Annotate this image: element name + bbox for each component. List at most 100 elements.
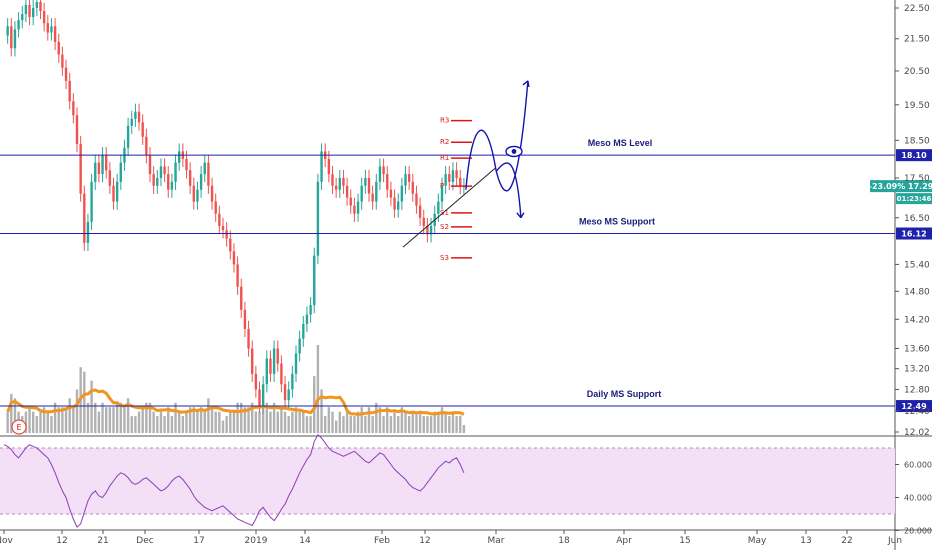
volume-bar <box>170 416 174 433</box>
level-price-tag-text: 18.10 <box>901 151 927 160</box>
candle-body <box>338 177 341 190</box>
volume-bar <box>57 407 60 433</box>
volume-bar <box>152 411 155 433</box>
volume-bar <box>232 411 236 433</box>
candle-body <box>243 309 247 329</box>
price-tick-label: 13.20 <box>904 365 930 375</box>
volume-bar <box>174 402 177 433</box>
candle-body <box>400 185 404 202</box>
candle-body <box>316 181 320 256</box>
candle-body <box>61 54 64 68</box>
volume-bar <box>167 407 170 433</box>
volume-bar <box>240 402 243 433</box>
rsi-tick-label: 60.0000 <box>904 461 932 470</box>
projection-down-arrow-icon <box>516 212 525 219</box>
price-tick-label: 14.80 <box>904 287 930 297</box>
candle-body <box>360 185 363 202</box>
volume-bar <box>451 411 455 433</box>
volume-bar <box>342 416 345 433</box>
volume-bar <box>455 416 458 433</box>
time-tick-label: Dec <box>136 536 153 546</box>
candle-body <box>232 251 236 265</box>
last-price-tag-text: -23.09% 17.29 <box>869 182 932 191</box>
candle-body <box>83 193 86 243</box>
candle-body <box>426 226 429 235</box>
volume-bar <box>269 411 272 433</box>
candle-body <box>283 384 287 401</box>
volume-bar <box>39 411 42 433</box>
volume-bar <box>61 407 64 433</box>
volume-bar <box>207 398 210 433</box>
projection-up-arrow-icon <box>522 80 530 88</box>
time-axis[interactable]: Nov 12 21 Dec 17 2019 14 Feb 12 Mar 18 Apr 15 May 13 22… <box>0 530 902 546</box>
volume-bar <box>185 411 188 433</box>
last-price-tag <box>870 180 932 193</box>
candle-body <box>313 255 316 306</box>
level-label: Meso MS Support <box>579 217 655 227</box>
candle-body <box>418 205 422 218</box>
volume-bar <box>426 416 429 433</box>
volume-bar <box>331 411 334 433</box>
candle-body <box>17 20 20 30</box>
candle-body <box>105 155 108 171</box>
candle-body <box>39 2 42 12</box>
volume-bar <box>35 416 39 433</box>
rsi-line <box>3 434 465 529</box>
candle-body <box>261 384 265 406</box>
volume-bar <box>28 407 31 433</box>
volume-bar <box>192 407 195 433</box>
candle-body <box>64 67 68 81</box>
volume-bar <box>444 411 447 433</box>
candle-body <box>218 213 221 227</box>
candle-body <box>291 373 294 390</box>
candle-body <box>331 174 334 186</box>
candle-body <box>185 158 188 171</box>
volume-bar <box>338 411 341 433</box>
volume-bar <box>123 407 126 433</box>
volume-bar <box>42 407 46 433</box>
volume-bar <box>247 407 250 433</box>
candle-body <box>429 226 433 235</box>
candle-body <box>174 162 177 182</box>
candle-body <box>46 23 49 33</box>
rsi-band <box>0 448 895 514</box>
candle-body <box>210 185 214 202</box>
candle-body <box>86 221 90 243</box>
price-axis[interactable]: 22.50 21.50 20.50 19.50 18.50 17.50 16.50 15.40… <box>895 4 930 438</box>
volume-bar <box>345 411 349 433</box>
volume-bar <box>90 380 93 433</box>
volume-bar <box>298 411 301 433</box>
volume-bar <box>32 411 35 433</box>
price-tick-label: 12.02 <box>904 428 930 438</box>
price-tick-label: 17.50 <box>904 174 930 184</box>
levels-layer: Meso MS Level 18.10 Meso MS Support 16.12 Da… <box>0 138 932 413</box>
volume-bar <box>112 407 115 433</box>
candle-body <box>207 162 210 186</box>
time-tick-label: 18 <box>558 536 570 546</box>
candle-body <box>53 26 57 42</box>
volume-bar <box>163 416 166 433</box>
candle-body <box>455 170 458 178</box>
volume-bar <box>280 407 283 433</box>
candle-body <box>265 358 268 385</box>
pivot-label: S3 <box>440 254 449 262</box>
volume-bar <box>68 398 71 433</box>
projection-down-path <box>495 162 522 218</box>
candle-body <box>75 115 79 145</box>
candle-body <box>353 205 356 214</box>
volume-bar <box>324 416 327 433</box>
candle-body <box>364 177 367 186</box>
candle-body <box>305 314 309 325</box>
candle-body <box>126 125 130 148</box>
volume-bar <box>433 411 436 433</box>
volume-bar <box>10 393 13 433</box>
price-tick-label: 18.50 <box>904 136 930 146</box>
price-tick-label: 16.50 <box>904 214 930 224</box>
earnings-badge-icon[interactable] <box>11 419 27 435</box>
volume-bar <box>181 416 185 433</box>
candle-body <box>145 136 148 156</box>
candle-body <box>225 230 228 239</box>
volume-bar <box>210 407 214 433</box>
volume-bar <box>156 416 159 433</box>
